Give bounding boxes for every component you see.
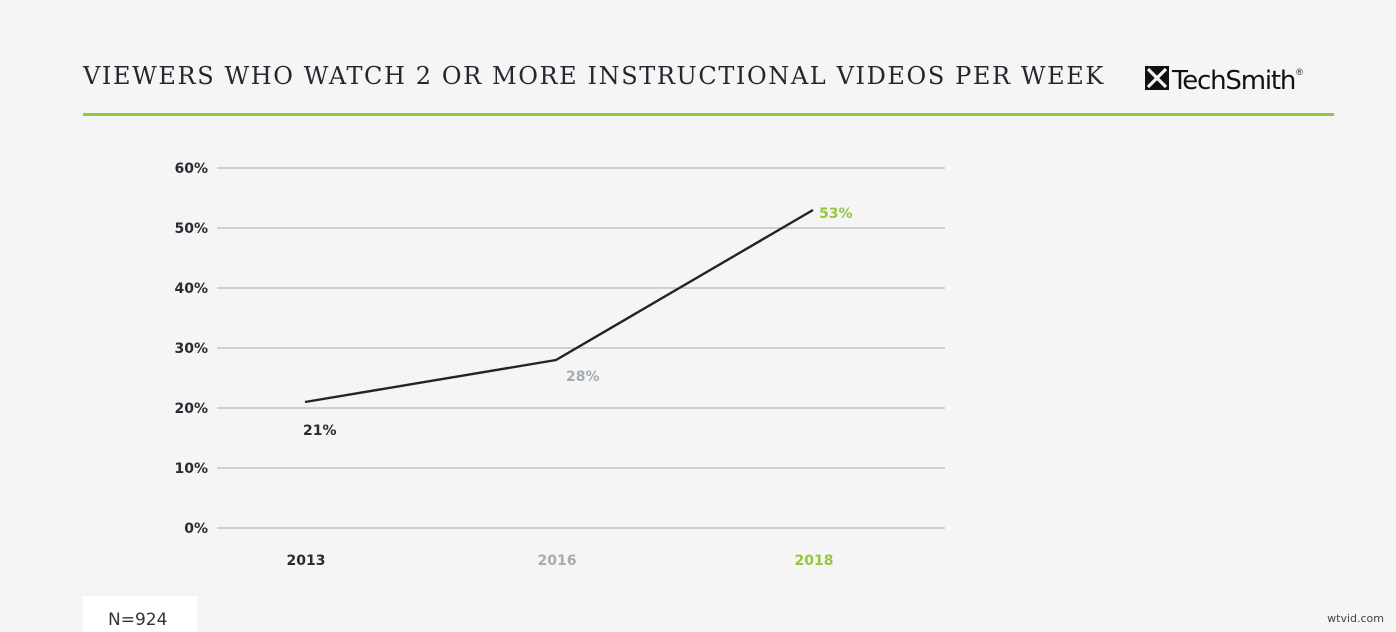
y-tick-label: 20%	[174, 401, 208, 417]
x-tick-label: 2013	[287, 553, 326, 569]
x-tick-label: 2016	[538, 553, 577, 569]
techsmith-logo: TechSmith ®	[1145, 66, 1303, 96]
header-rule	[83, 113, 1334, 116]
y-tick-label: 10%	[174, 461, 208, 477]
registered-mark: ®	[1296, 67, 1303, 77]
y-tick-label: 60%	[174, 161, 208, 177]
y-tick-label: 0%	[184, 521, 208, 537]
watermark: wtvid.com	[1327, 612, 1384, 625]
techsmith-logo-icon	[1145, 66, 1169, 90]
x-tick-label: 2018	[795, 553, 834, 569]
data-label: 21%	[303, 423, 337, 439]
y-tick-label: 40%	[174, 281, 208, 297]
chart-title: VIEWERS WHO WATCH 2 OR MORE INSTRUCTIONA…	[83, 62, 1105, 90]
logo-wordmark: TechSmith	[1172, 66, 1296, 96]
sample-size-label: N=924	[108, 610, 168, 630]
series-line	[304, 208, 814, 404]
data-label: 28%	[566, 369, 600, 385]
y-tick-label: 30%	[174, 341, 208, 357]
y-tick-label: 50%	[174, 221, 208, 237]
data-label: 53%	[819, 206, 853, 222]
sample-size-box: N=924	[83, 596, 197, 632]
